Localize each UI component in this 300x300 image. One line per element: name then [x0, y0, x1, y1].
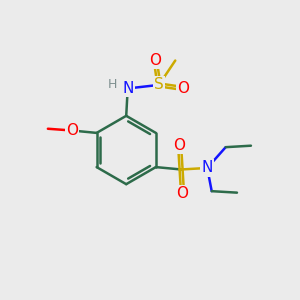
- Text: O: O: [174, 138, 186, 153]
- Text: O: O: [66, 123, 78, 138]
- Text: S: S: [154, 77, 164, 92]
- Text: N: N: [202, 160, 213, 175]
- Text: N: N: [122, 81, 134, 96]
- Text: O: O: [177, 186, 189, 201]
- Text: O: O: [149, 53, 161, 68]
- Text: H: H: [108, 78, 117, 92]
- Text: O: O: [177, 81, 189, 96]
